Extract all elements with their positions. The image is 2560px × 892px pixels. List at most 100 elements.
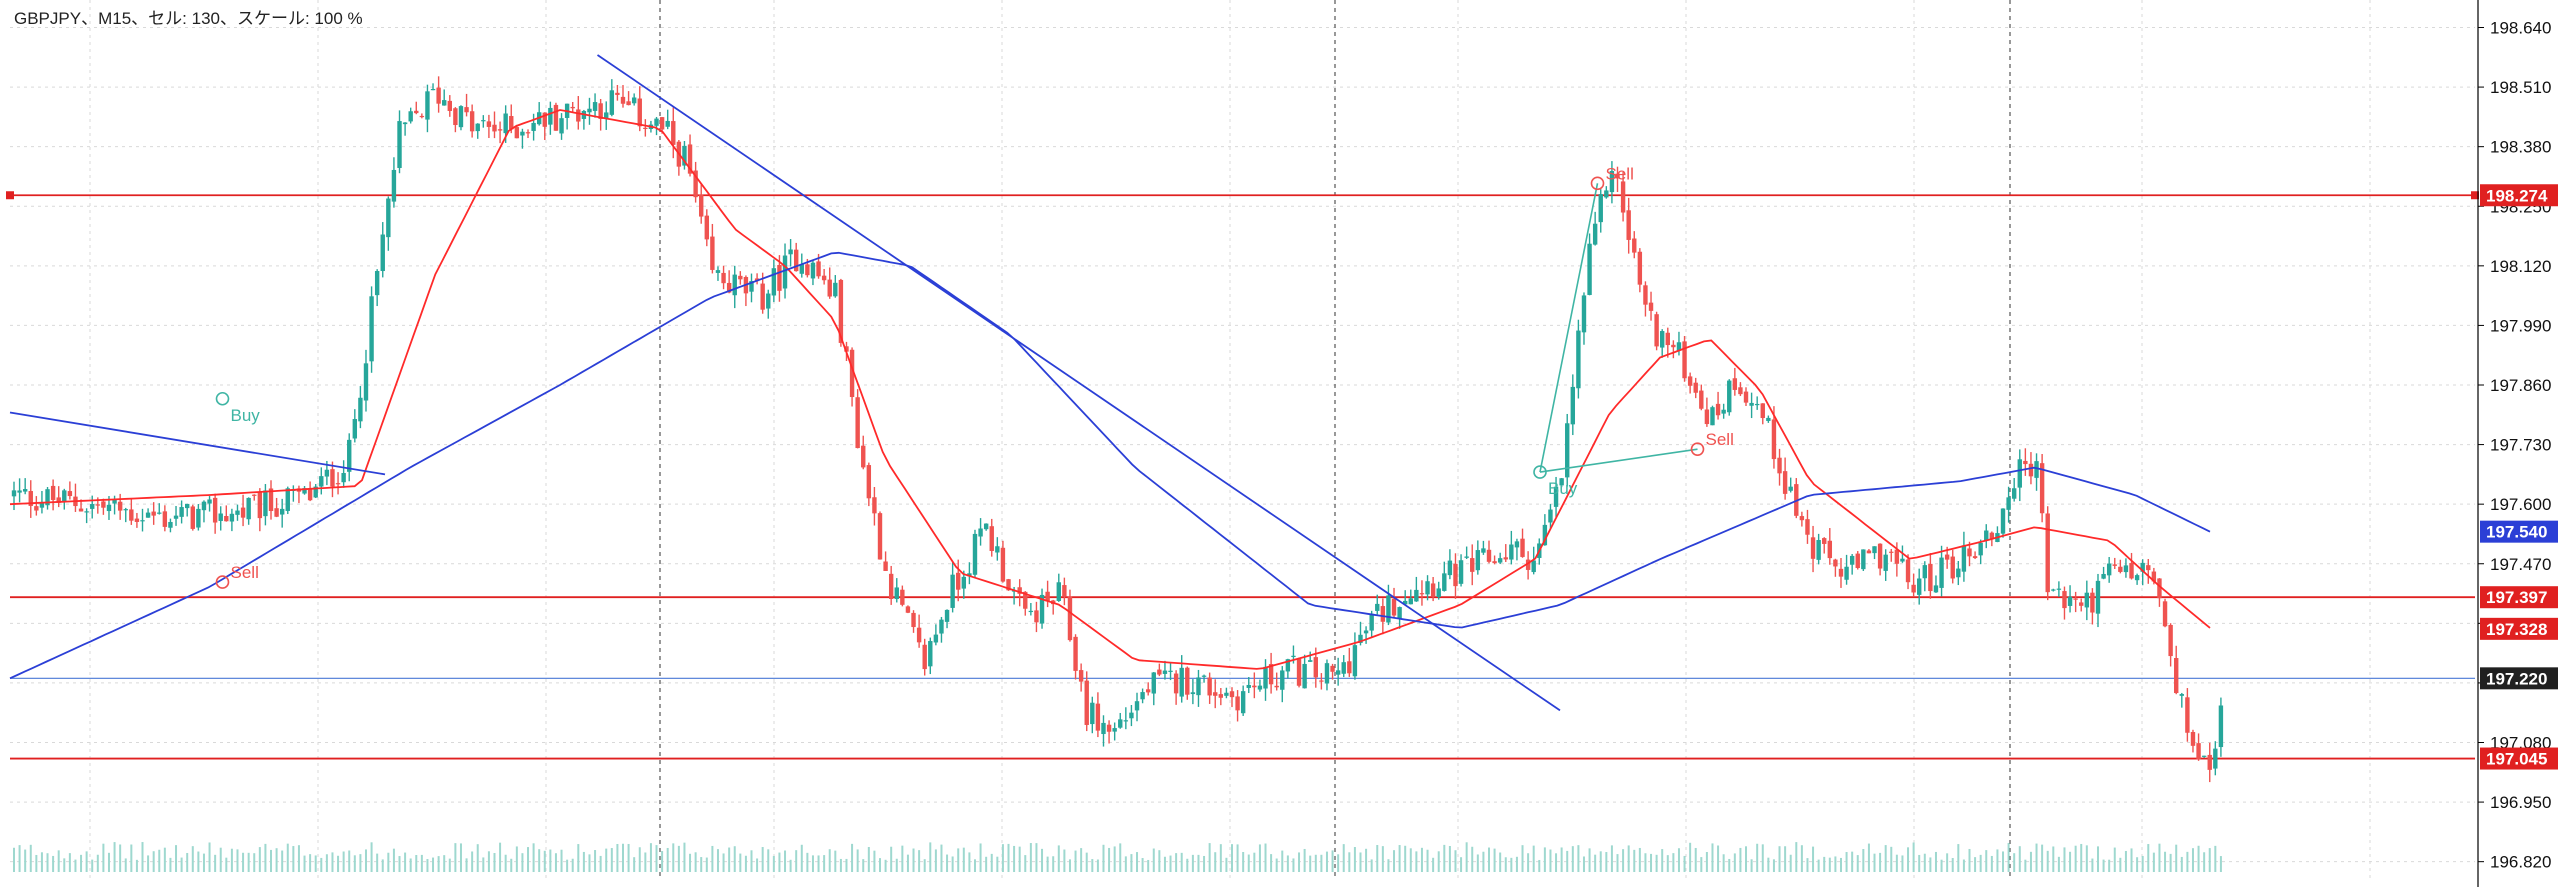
candle — [1112, 722, 1117, 741]
volume-bar — [1331, 850, 1334, 872]
price-axis[interactable]: 198.640198.510198.380198.250198.120197.9… — [2477, 0, 2558, 887]
volume-bar — [281, 850, 284, 872]
volume-bar — [2041, 844, 2044, 872]
moving-averages — [9, 109, 2211, 680]
candle — [1101, 715, 1106, 747]
candle-body — [347, 439, 352, 472]
volume-bar — [1996, 849, 1999, 872]
volume-bar — [973, 859, 976, 872]
candle-body — [799, 264, 804, 274]
candle-body — [1185, 667, 1190, 695]
volume-bar — [560, 849, 563, 872]
candle — [2023, 448, 2028, 476]
volume-bar — [63, 858, 66, 872]
volume-bar — [471, 851, 474, 872]
volume-bar — [1046, 856, 1049, 872]
candle-body — [1699, 390, 1704, 409]
volume-bar — [124, 858, 127, 872]
candle — [330, 461, 335, 498]
candle — [1738, 382, 1743, 397]
signal-marker-icon — [1690, 442, 1705, 456]
candle-body — [341, 473, 346, 483]
volume-bar — [605, 848, 608, 872]
candle — [715, 266, 721, 281]
candle-body — [1062, 585, 1067, 597]
candle-body — [458, 106, 464, 128]
candle-body — [1201, 675, 1207, 677]
volume-bar — [1281, 850, 1284, 872]
volume-bar — [1242, 852, 1245, 872]
candle-body — [766, 293, 771, 309]
candle-body — [1877, 543, 1883, 569]
volume-bar — [1465, 842, 1468, 872]
candle — [1391, 587, 1397, 618]
candle — [84, 508, 89, 524]
candle — [894, 578, 899, 603]
candle — [1458, 554, 1464, 587]
candle-body — [1738, 387, 1743, 395]
hline-handle-right — [2471, 191, 2479, 200]
candle — [224, 505, 229, 522]
volume-bar — [1152, 848, 1155, 872]
candle — [1179, 655, 1184, 703]
candle-body — [2185, 697, 2190, 733]
volume-bar — [1767, 857, 1770, 872]
candle — [497, 121, 503, 144]
candle-body — [1805, 519, 1810, 535]
volume-bar — [2085, 845, 2088, 872]
candle — [2185, 688, 2190, 742]
candle — [1727, 379, 1732, 416]
candle-body — [777, 264, 782, 291]
axis-tick-label: 197.470 — [2490, 555, 2551, 574]
volume-bar — [1197, 854, 1200, 872]
candle — [866, 462, 872, 507]
candle — [1436, 581, 1441, 600]
candle-body — [1637, 251, 1643, 285]
candle — [821, 268, 827, 285]
volume-bars — [13, 842, 2222, 872]
candle-body — [682, 145, 687, 166]
candle-body — [1213, 692, 1218, 696]
candle — [274, 497, 279, 518]
candle — [1414, 576, 1419, 602]
price-label-box — [2480, 747, 2558, 770]
candle-body — [117, 501, 123, 511]
candle-body — [872, 497, 877, 514]
signal-label: Sell — [231, 563, 259, 582]
volume-bar — [1610, 845, 1613, 872]
candle-body — [1989, 532, 1995, 540]
candle-body — [22, 489, 28, 492]
grid — [10, 0, 2475, 880]
candle — [699, 184, 704, 224]
volume-bar — [2203, 852, 2206, 872]
candle-body — [1000, 547, 1006, 582]
candle — [833, 275, 838, 298]
volume-bar — [1348, 852, 1351, 872]
candle-body — [1743, 391, 1749, 403]
volume-bar — [2069, 851, 2072, 872]
volume-bar — [906, 854, 909, 872]
trendlines[interactable] — [9, 54, 1561, 712]
candle-body — [1369, 613, 1374, 631]
volume-bar — [1443, 844, 1446, 872]
candle-body — [263, 490, 268, 517]
candle-body — [771, 268, 777, 296]
candle — [911, 610, 916, 633]
candle — [123, 507, 128, 523]
candle — [754, 273, 760, 285]
candle-body — [1671, 344, 1676, 348]
candle-body — [1112, 728, 1117, 732]
price-label: 197.328 — [2486, 620, 2547, 639]
candle — [1430, 577, 1436, 602]
candle — [1118, 712, 1123, 729]
volume-bar — [1627, 845, 1630, 872]
volume-bar — [979, 843, 982, 872]
candle-body — [715, 270, 721, 273]
candle — [1559, 477, 1564, 488]
candle — [1453, 553, 1458, 599]
candle — [1352, 632, 1358, 680]
candle-body — [492, 124, 497, 132]
candle-body — [1285, 659, 1291, 672]
